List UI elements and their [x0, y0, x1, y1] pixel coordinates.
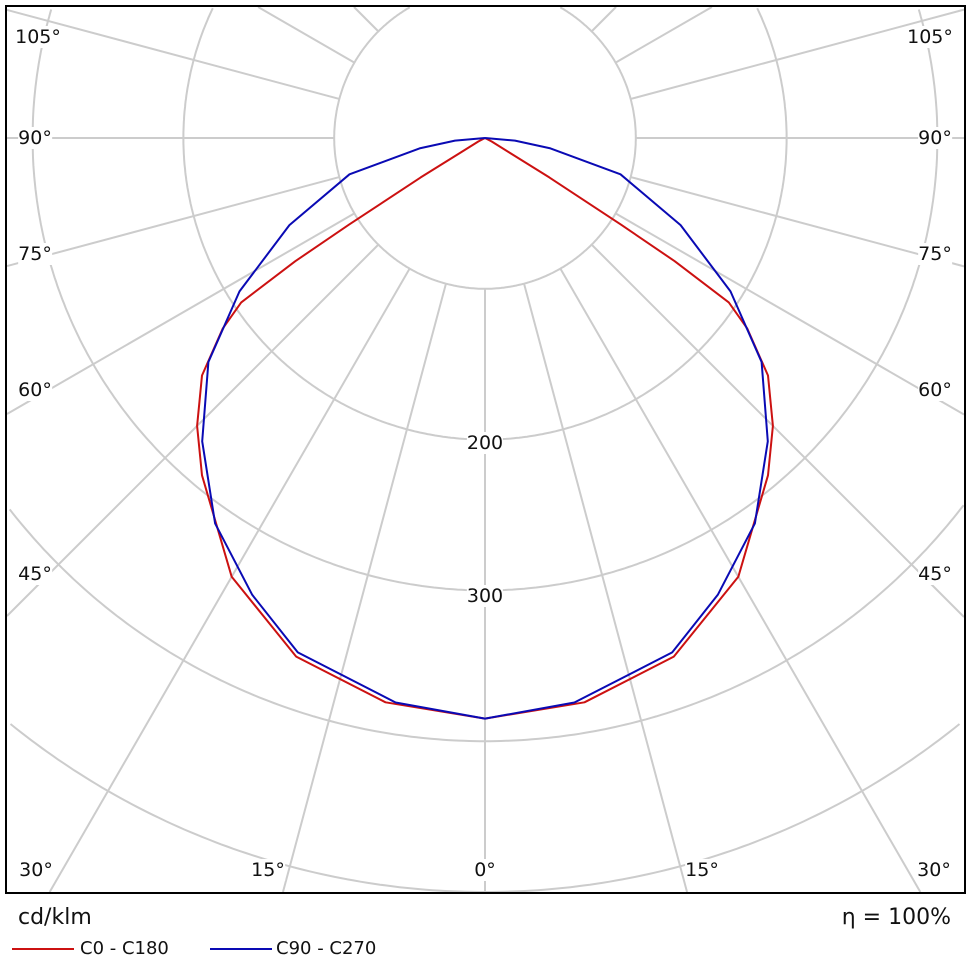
- radial-label-200: 200: [466, 432, 504, 454]
- grid-ray-30-right: [559, 268, 922, 893]
- angle-label-bottom-15-left: 15°: [251, 859, 285, 881]
- grid-circle-400-arc-0: [8, 504, 965, 743]
- angle-label-right-60: 60°: [918, 379, 952, 401]
- angle-label-left-45: 45°: [18, 563, 52, 585]
- grid-ray-15-right: [523, 283, 688, 893]
- grid-ray-120-left: [257, 6, 355, 64]
- angle-label-left-105: 105°: [15, 26, 61, 48]
- grid-ray-105-right: [630, 8, 965, 100]
- angle-label-right-105: 105°: [907, 26, 953, 48]
- grid-circle-100-arc-1: [559, 6, 637, 138]
- grid-ray-45-left: [6, 243, 380, 617]
- legend-swatch-c90-c270: [210, 948, 272, 950]
- angle-label-bottom-0: 0°: [474, 859, 496, 881]
- grid-ray-60-right: [615, 212, 965, 416]
- grid-circle-200-arc-1: [756, 7, 788, 138]
- grid-ray-105-left: [6, 8, 340, 100]
- angle-label-left-60: 60°: [18, 379, 52, 401]
- angle-label-left-30: 30°: [19, 859, 53, 881]
- grid-circle-200-arc-0: [182, 7, 788, 441]
- legend-label-c90-c270: C90 - C270: [276, 938, 377, 959]
- efficiency-label: η = 100%: [841, 905, 951, 930]
- grid-ray-15-left: [282, 283, 447, 893]
- angle-label-right-75: 75°: [918, 243, 952, 265]
- angle-label-right-30: 30°: [917, 859, 951, 881]
- grid-ray-75-left: [6, 176, 340, 268]
- grid-ray-135-right: [590, 6, 617, 33]
- legend-label-c0-c180: C0 - C180: [80, 938, 169, 959]
- angle-label-left-90: 90°: [18, 127, 52, 149]
- unit-label: cd/klm: [18, 905, 92, 930]
- grid-ray-30-left: [48, 268, 411, 893]
- angle-label-right-45: 45°: [918, 563, 952, 585]
- radial-label-300: 300: [466, 585, 504, 607]
- angle-label-left-75: 75°: [18, 243, 52, 265]
- angle-label-bottom-15-right: 15°: [685, 859, 719, 881]
- legend-swatch-c0-c180: [12, 948, 74, 950]
- angle-label-right-90: 90°: [918, 127, 952, 149]
- grid-ray-45-right: [590, 243, 965, 618]
- grid-ray-75-right: [630, 176, 965, 268]
- grid-ray-135-left: [353, 6, 380, 33]
- grid-ray-60-left: [6, 212, 355, 415]
- grid-ray-120-right: [615, 6, 713, 64]
- series-curve-1: [201, 137, 769, 720]
- grid-circle-100-arc-0: [333, 6, 637, 290]
- plot-frame: [5, 5, 966, 894]
